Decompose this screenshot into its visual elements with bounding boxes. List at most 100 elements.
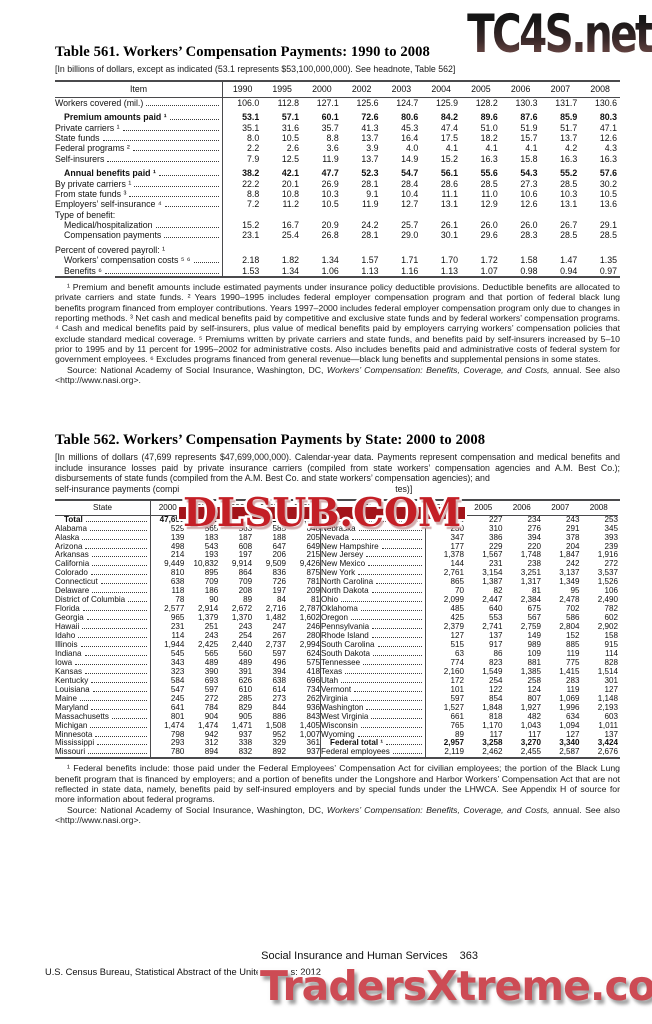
value-cell: [580, 245, 620, 255]
value-cell: 130.6: [594, 97, 617, 108]
value-cell: 608: [238, 541, 253, 551]
value-cell: 246: [306, 622, 320, 632]
value-cell: 0.94: [560, 265, 578, 276]
row-label-cell: From state funds ³: [55, 188, 223, 200]
value-cell: [421, 210, 461, 220]
state-label: Florida: [55, 605, 80, 614]
value-cell: 254: [238, 631, 253, 641]
value-cell: 29.1: [599, 219, 617, 230]
state-label: Colorado: [55, 569, 88, 578]
value-cell: 16.4: [401, 132, 419, 143]
value-cell: 7.2: [247, 199, 260, 210]
value-cell: 127: [565, 729, 580, 739]
value-cell: 391: [238, 666, 253, 676]
value-cell: 2,587: [559, 747, 580, 757]
table-562-title: Table 562. Workers’ Compensation Payment…: [55, 432, 486, 449]
value-cell: 1,170: [482, 720, 503, 730]
value-cell: 51.0: [480, 122, 498, 133]
state-label: Nevada: [321, 533, 349, 542]
state-label: Louisiana: [55, 685, 90, 694]
value-cell: 781: [306, 577, 320, 587]
value-cell: 1.71: [401, 255, 419, 266]
value-cell: 12.6: [520, 199, 538, 210]
value-cell: 10.8: [281, 188, 299, 199]
table-row: Oklahoma 485 640 675 702 782: [320, 604, 618, 615]
source-line: Source: National Academy of Social Insur…: [55, 805, 620, 826]
value-cell: 47,699: [159, 514, 185, 524]
table-row: North Dakota 70 82 81 95 106: [320, 586, 618, 597]
value-cell: 915: [604, 640, 618, 649]
table-561-footnotes: ¹ Premium and benefit amounts include es…: [55, 282, 620, 385]
value-cell: 234: [527, 514, 541, 524]
value-cell: 9.1: [366, 188, 379, 199]
value-cell: 361: [306, 738, 320, 748]
table-row: Premium amounts paid ¹ 53.1 57.1 60.1 72…: [55, 112, 620, 123]
value-cell: 828: [604, 657, 618, 667]
table-row: [55, 163, 620, 169]
value-cell: 904: [204, 711, 219, 721]
row-label-cell: Percent of covered payroll: ¹: [55, 244, 223, 256]
value-cell: 90: [209, 595, 219, 605]
value-cell: 965: [170, 613, 185, 623]
value-cell: 810: [170, 568, 185, 578]
value-cell: 1,349: [559, 577, 580, 587]
value-cell: 9,426: [299, 559, 320, 569]
value-cell: 187: [238, 532, 253, 542]
state-label: Virginia: [321, 694, 348, 703]
table-row: Annual benefits paid ¹ 38.2 42.1 47.7 52…: [55, 168, 620, 179]
state-label: Alabama: [55, 524, 87, 533]
row-label-cell: Vermont: [320, 685, 426, 695]
row-label-cell: Federal employees: [320, 748, 426, 758]
value-cell: 13.7: [560, 132, 578, 143]
row-label-cell: Compensation payments: [55, 230, 223, 241]
value-cell: 1.06: [321, 265, 339, 276]
row-label: By private carriers ¹: [55, 178, 132, 189]
value-cell: 854: [488, 693, 503, 703]
state-label: Iowa: [55, 658, 73, 667]
state-label: South Carolina: [321, 641, 375, 649]
value-cell: 9,914: [231, 559, 253, 569]
value-cell: 55.2: [560, 168, 578, 179]
row-label-cell: Idaho: [55, 632, 151, 641]
value-cell: 610: [238, 684, 253, 694]
state-label: Texas: [321, 667, 343, 676]
value-cell: 124.7: [396, 97, 419, 108]
value-cell: 28.5: [480, 178, 498, 189]
value-cell: 10.5: [321, 199, 339, 210]
state-label: Indiana: [55, 649, 82, 658]
value-cell: 1.72: [480, 255, 498, 266]
value-cell: 205: [306, 532, 320, 542]
state-label: Kansas: [55, 667, 82, 676]
table-row: Medical/hospitalization 15.2 16.7 20.9 2…: [55, 219, 620, 231]
table-562-right-half: State 2000 2005 2006 2007 2008: [320, 500, 618, 758]
value-cell: 122: [488, 684, 503, 694]
value-cell: 197: [238, 550, 253, 560]
value-cell: 489: [238, 657, 253, 667]
value-cell: 485: [450, 604, 464, 614]
value-cell: 229: [488, 541, 503, 551]
value-cell: 12.6: [599, 132, 617, 143]
value-cell: 60.1: [321, 112, 339, 123]
state-label: Washington: [321, 703, 364, 712]
state-label: Ohio: [321, 596, 339, 605]
source-pre: Source: National Academy of Social Insur…: [67, 804, 327, 815]
value-cell: 2,761: [443, 568, 464, 578]
value-cell: 28.5: [560, 230, 578, 241]
value-cell: 885: [565, 640, 580, 649]
row-label-cell: West Virginia: [320, 712, 426, 722]
value-cell: [262, 245, 302, 255]
value-cell: 242: [565, 559, 580, 569]
value-cell: 624: [306, 648, 320, 658]
value-cell: 13.7: [361, 132, 379, 143]
value-cell: 310: [488, 523, 503, 533]
value-cell: 89.6: [480, 112, 498, 123]
headnote-fragment-right: tes)]: [395, 484, 413, 495]
value-cell: 942: [204, 729, 219, 739]
value-cell: 106.0: [237, 97, 260, 108]
value-cell: 2.6: [286, 143, 299, 154]
column-header-year: 2002: [351, 84, 372, 95]
value-cell: 139: [170, 532, 185, 542]
value-cell: 4.1: [525, 143, 538, 154]
table-row: [55, 240, 620, 245]
value-cell: 28.3: [520, 230, 538, 241]
